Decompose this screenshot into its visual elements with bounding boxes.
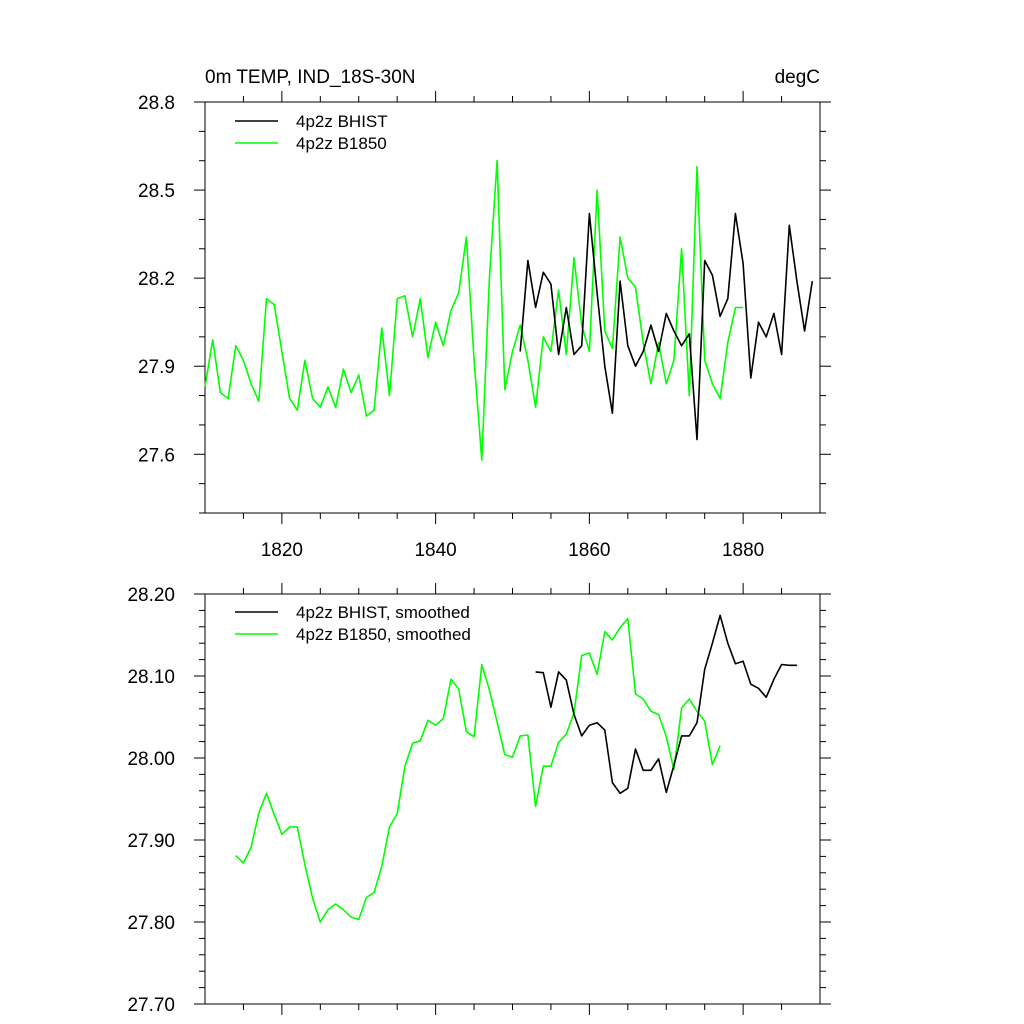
- legend-label-bhist: 4p2z BHIST: [296, 112, 388, 131]
- top-series-line-bhist: [519, 212, 814, 441]
- bottom-legend: 4p2z BHIST, smoothed 4p2z B1850, smoothe…: [235, 603, 471, 644]
- top-plot-frame: [204, 101, 821, 514]
- legend-label-b1850: 4p2z B1850: [296, 134, 387, 153]
- bottom-y-tick-label: 27.70: [127, 995, 175, 1016]
- bottom-plot-frame: [204, 593, 821, 1005]
- bottom-series-line-b1850: [235, 617, 721, 923]
- bottom-chart-panel: 27.70 27.80 27.90 28.00 28.10 28.20 4p2z BHIS…: [127, 583, 831, 1016]
- top-x-tick-label: 1880: [722, 540, 764, 561]
- legend-label-b1850-smoothed: 4p2z B1850, smoothed: [296, 625, 471, 644]
- bottom-y-tick-label: 28.00: [127, 749, 175, 770]
- top-y-tick-label: 27.6: [138, 445, 175, 466]
- bottom-y-tick-label: 28.20: [127, 585, 175, 606]
- bottom-series-lines: [235, 614, 797, 923]
- bottom-y-tick-label: 27.90: [127, 831, 175, 852]
- top-series-lines: [204, 159, 814, 462]
- legend-label-bhist-smoothed: 4p2z BHIST, smoothed: [296, 603, 470, 622]
- top-x-tick-label: 1840: [414, 540, 456, 561]
- bottom-series-line-bhist: [535, 614, 797, 795]
- top-y-tick-label: 28.8: [138, 93, 175, 114]
- top-chart-units: degC: [775, 67, 820, 88]
- top-series-line-b1850: [204, 159, 744, 462]
- bottom-axis-ticks: 27.70 27.80 27.90 28.00 28.10 28.20: [127, 583, 831, 1016]
- bottom-y-tick-label: 28.10: [127, 667, 175, 688]
- bottom-y-tick-label: 27.80: [127, 913, 175, 934]
- top-y-tick-label: 27.9: [138, 357, 175, 378]
- top-legend: 4p2z BHIST 4p2z B1850: [235, 112, 388, 153]
- top-x-tick-label: 1820: [261, 540, 303, 561]
- top-x-tick-label: 1860: [568, 540, 610, 561]
- top-y-tick-label: 28.5: [138, 181, 175, 202]
- top-y-tick-label: 28.2: [138, 269, 175, 290]
- top-axis-ticks: 1820 1840 1860 1880 27.6 27.9 28.2 28.5 28.8: [138, 91, 831, 561]
- top-chart-panel: 0m TEMP, IND_18S-30N degC 1820 1840 1860 18…: [138, 67, 831, 561]
- top-chart-title: 0m TEMP, IND_18S-30N: [205, 67, 416, 88]
